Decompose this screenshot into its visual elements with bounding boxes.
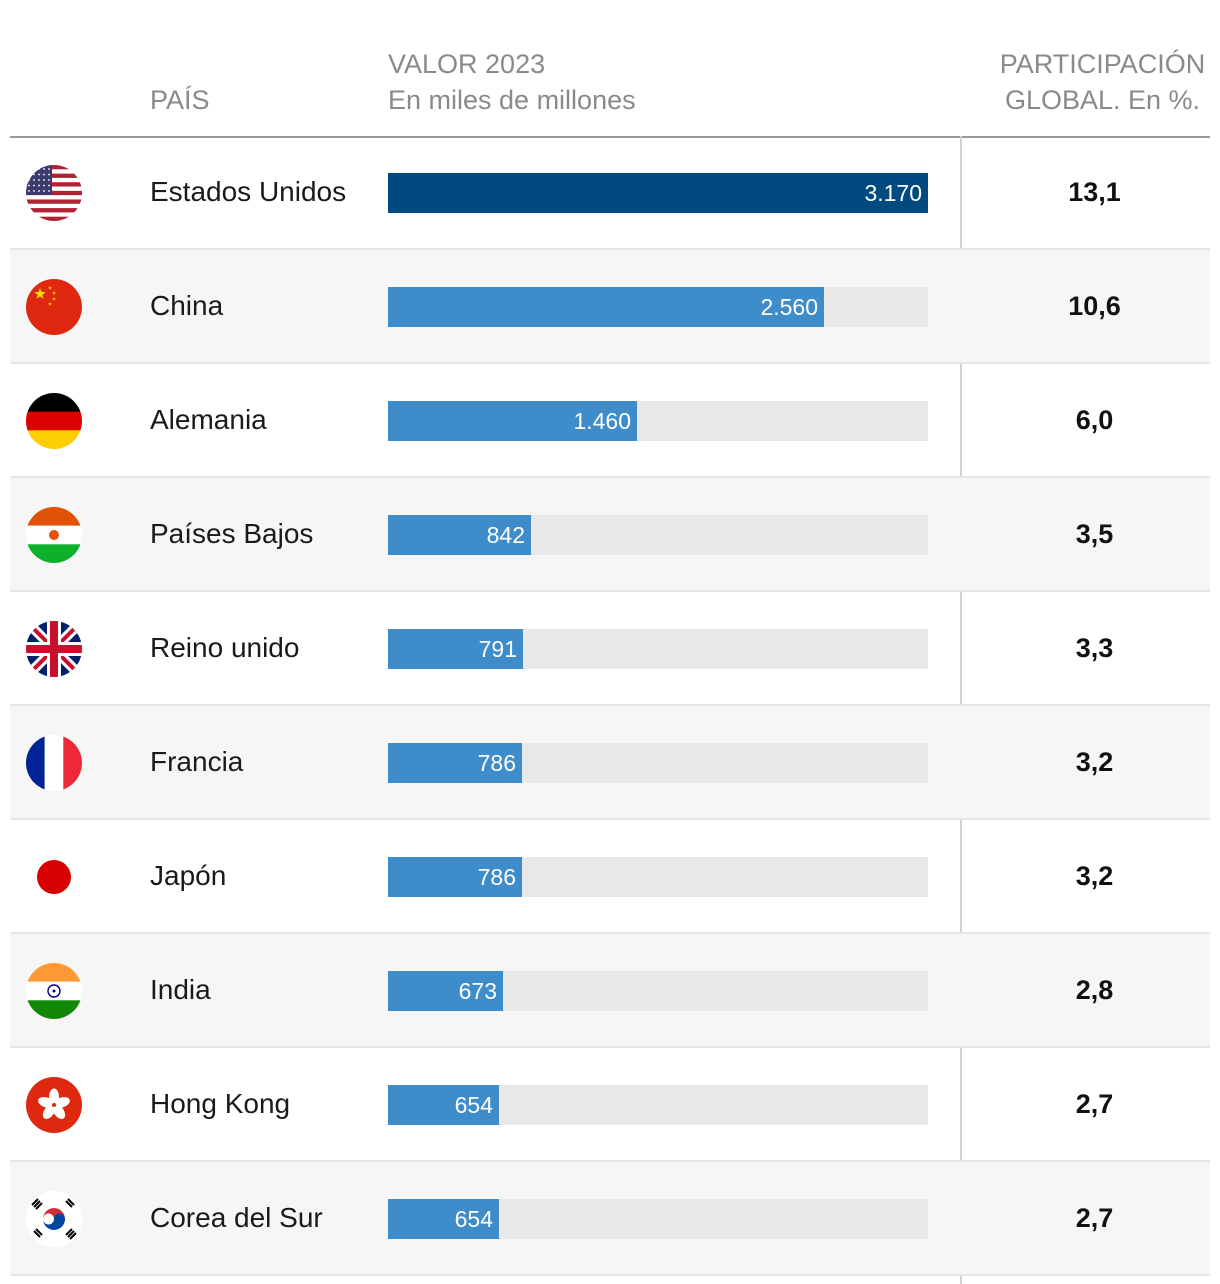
- country-label: Hong Kong: [150, 1088, 291, 1119]
- share-header-line2: GLOBAL. En %.: [1004, 85, 1201, 115]
- share-value: 3,2: [1075, 861, 1114, 891]
- bar-track: 654: [388, 1199, 928, 1239]
- share-value: 3,3: [1075, 633, 1114, 663]
- country-column-header: PAÍS: [150, 85, 210, 115]
- bar-value-label: 1.460: [573, 408, 631, 434]
- table-row: Japón 786 3,2: [10, 820, 1210, 934]
- bar: 1.460: [388, 401, 637, 441]
- share-column-header: PARTICIPACIÓN GLOBAL. En %.: [950, 46, 1220, 118]
- kr-flag-icon: [26, 1191, 82, 1247]
- bar-track: 654: [388, 1085, 928, 1125]
- table-row: China 2.560 10,6: [10, 250, 1210, 364]
- fr-flag-icon: [26, 735, 82, 791]
- bar-value-label: 673: [458, 978, 497, 1004]
- country-label: China: [150, 290, 224, 321]
- bar-value-label: 791: [478, 636, 517, 662]
- jp-flag-icon: [26, 849, 82, 905]
- table-row: Corea del Sur 654 2,7: [10, 1162, 1210, 1276]
- country-label: Países Bajos: [150, 518, 314, 549]
- table-row: India 673 2,8: [10, 934, 1210, 1048]
- hk-flag-icon: [26, 1077, 82, 1133]
- bar-value-label: 3.170: [864, 180, 922, 206]
- country-label: India: [150, 974, 211, 1005]
- share-header-line1: PARTICIPACIÓN: [999, 49, 1206, 79]
- country-label: Reino unido: [150, 632, 300, 663]
- bar-value-label: 654: [454, 1206, 493, 1232]
- bar-value-label: 842: [486, 522, 525, 548]
- table-header: PAÍS VALOR 2023 En miles de millones PAR…: [10, 0, 1210, 138]
- chart-rows: Estados Unidos 3.170 13,1 China 2.560 10,6 Ale…: [10, 136, 1210, 1276]
- bar: 786: [388, 857, 522, 897]
- bar: 786: [388, 743, 522, 783]
- in-flag-icon: [26, 963, 82, 1019]
- bar: 2.560: [388, 287, 824, 327]
- country-label: Japón: [150, 860, 227, 891]
- uk-flag-icon: [26, 621, 82, 677]
- bar-value-label: 786: [477, 864, 516, 890]
- share-value: 2,8: [1075, 975, 1114, 1005]
- bar: 673: [388, 971, 503, 1011]
- bar-track: 2.560: [388, 287, 928, 327]
- bar-value-label: 786: [477, 750, 516, 776]
- bar: 654: [388, 1085, 499, 1125]
- bar: 791: [388, 629, 523, 669]
- share-value: 13,1: [1068, 177, 1121, 207]
- share-value: 2,7: [1075, 1089, 1114, 1119]
- bar-value-label: 654: [454, 1092, 493, 1118]
- bar-track: 1.460: [388, 401, 928, 441]
- bar-value-label: 2.560: [760, 294, 818, 320]
- value-header-line1: VALOR 2023: [388, 49, 546, 79]
- table-row: Alemania 1.460 6,0: [10, 364, 1210, 478]
- share-value: 6,0: [1075, 405, 1114, 435]
- nl-flag-icon: [26, 507, 82, 563]
- bar-track: 673: [388, 971, 928, 1011]
- bar-track: 786: [388, 743, 928, 783]
- value-column-header: VALOR 2023 En miles de millones: [388, 46, 636, 118]
- share-value: 10,6: [1068, 291, 1121, 321]
- bar: 842: [388, 515, 531, 555]
- country-label: Francia: [150, 746, 244, 777]
- cn-flag-icon: [26, 279, 82, 335]
- share-value: 3,2: [1075, 747, 1114, 777]
- bar-track: 786: [388, 857, 928, 897]
- de-flag-icon: [26, 393, 82, 449]
- table-row: Hong Kong 654 2,7: [10, 1048, 1210, 1162]
- bar: 3.170: [388, 173, 928, 213]
- country-label: Corea del Sur: [150, 1202, 323, 1233]
- bar: 654: [388, 1199, 499, 1239]
- share-value: 2,7: [1075, 1203, 1114, 1233]
- country-label: Alemania: [150, 404, 267, 435]
- bar-track: 3.170: [388, 173, 928, 213]
- us-flag-icon: [26, 165, 82, 221]
- share-value: 3,5: [1075, 519, 1114, 549]
- table-row: Estados Unidos 3.170 13,1: [10, 136, 1210, 250]
- bar-track: 791: [388, 629, 928, 669]
- table-row: Países Bajos 842 3,5: [10, 478, 1210, 592]
- table-row: Francia 786 3,2: [10, 706, 1210, 820]
- country-label: Estados Unidos: [150, 176, 347, 207]
- bar-track: 842: [388, 515, 928, 555]
- table-row: Reino unido 791 3,3: [10, 592, 1210, 706]
- value-header-line2: En miles de millones: [388, 85, 636, 115]
